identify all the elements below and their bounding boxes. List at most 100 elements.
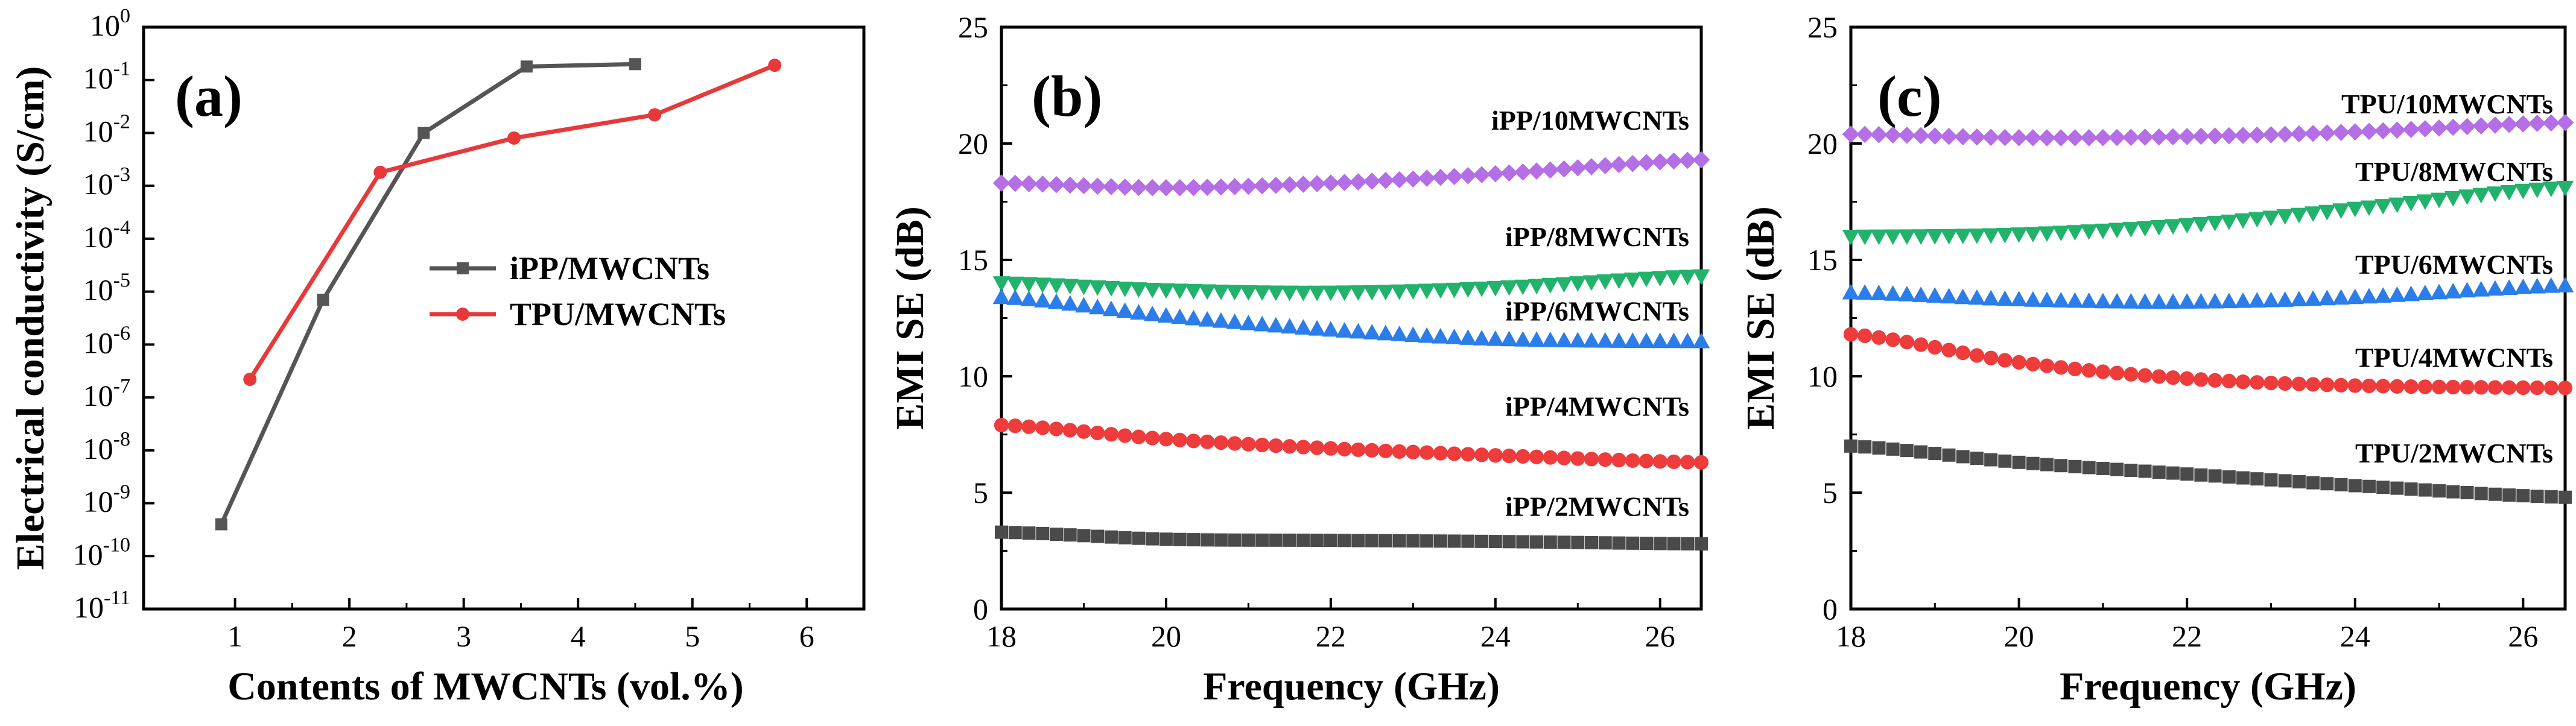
data-point xyxy=(1432,168,1450,186)
data-point xyxy=(1336,322,1353,338)
data-point xyxy=(1048,421,1064,437)
data-point xyxy=(1350,285,1367,301)
data-point xyxy=(2052,129,2070,147)
data-point xyxy=(2080,224,2098,240)
data-point xyxy=(1461,447,1476,462)
data-point xyxy=(1842,229,1860,245)
data-point xyxy=(1582,275,1600,291)
data-point xyxy=(1063,528,1077,542)
data-point xyxy=(1569,332,1587,348)
data-point xyxy=(1033,277,1052,294)
data-point xyxy=(1116,282,1134,297)
data-point xyxy=(2276,209,2294,225)
data-point xyxy=(1940,229,1958,245)
data-point xyxy=(2530,380,2545,396)
data-point xyxy=(2094,128,2112,147)
data-point xyxy=(2124,367,2139,382)
data-point xyxy=(2500,185,2518,201)
data-point xyxy=(1926,287,1944,303)
data-point xyxy=(2544,490,2558,503)
data-point xyxy=(2332,289,2350,305)
y-tick-label: 10-9 xyxy=(83,481,130,519)
data-point xyxy=(1488,535,1502,549)
data-point xyxy=(1145,431,1160,446)
series-label: iPP/4MWCNTs xyxy=(1505,391,1689,422)
data-point xyxy=(1033,175,1052,193)
data-point xyxy=(1678,332,1696,349)
y-axis-title: Electrical conductivity (S/cm) xyxy=(8,66,52,570)
data-point xyxy=(1982,228,2000,244)
y-tick-label: 5 xyxy=(973,476,988,510)
data-point xyxy=(2320,477,2334,491)
data-point xyxy=(1212,178,1230,196)
data-point xyxy=(1856,284,1874,300)
y-tick-label: 15 xyxy=(958,243,988,277)
data-point xyxy=(1502,535,1516,549)
data-point xyxy=(2220,127,2238,145)
data-point xyxy=(1281,176,1298,194)
data-point xyxy=(2136,128,2154,146)
data-point xyxy=(2262,291,2280,308)
data-point xyxy=(1486,330,1505,346)
data-point xyxy=(1886,442,1900,456)
data-point xyxy=(2430,192,2448,209)
data-point xyxy=(1432,283,1450,299)
series-tpu-8mwcnts: TPU/8MWCNTs xyxy=(1842,156,2574,245)
x-tick-label: 24 xyxy=(1480,619,1511,653)
data-point xyxy=(1514,279,1532,295)
data-point xyxy=(2404,482,2418,496)
y-tick-label: 20 xyxy=(1807,127,1838,160)
data-point xyxy=(1651,332,1669,349)
data-point xyxy=(2180,467,2194,481)
data-point xyxy=(2542,182,2560,197)
data-point xyxy=(1529,449,1544,464)
data-point xyxy=(1020,277,1038,293)
data-point xyxy=(2235,374,2251,390)
data-point xyxy=(1091,529,1105,543)
data-point xyxy=(1241,437,1256,452)
data-point xyxy=(1955,346,1970,361)
x-axis-title: Frequency (GHz) xyxy=(2060,664,2356,709)
data-point xyxy=(1623,332,1642,348)
data-point xyxy=(1255,437,1270,452)
series-label: TPU/4MWCNTs xyxy=(2355,342,2553,373)
y-tick-label: 10-8 xyxy=(83,428,130,466)
data-point xyxy=(2290,125,2308,143)
data-point xyxy=(2108,292,2126,309)
data-point xyxy=(2530,490,2544,503)
data-point xyxy=(1884,229,1902,245)
data-point xyxy=(1404,170,1422,188)
data-point xyxy=(1351,534,1365,548)
data-point xyxy=(1651,153,1669,171)
data-point xyxy=(1077,529,1091,543)
data-point xyxy=(2474,487,2488,500)
data-point xyxy=(2012,455,2026,469)
data-point xyxy=(1913,337,1929,352)
data-point xyxy=(1680,455,1695,470)
x-tick-label: 6 xyxy=(799,619,814,653)
data-point xyxy=(2164,128,2182,146)
data-point xyxy=(2192,216,2210,233)
data-point xyxy=(2248,292,2266,308)
data-point xyxy=(1337,534,1351,548)
data-point xyxy=(1898,229,1916,245)
data-point xyxy=(1226,313,1243,329)
data-point xyxy=(1295,319,1312,335)
data-point xyxy=(2514,115,2532,133)
panel-b-ipp-emi-chart: 18 20 22 24 26 0 5 10 15 20 25 Frequency (GHz) EMI S… xyxy=(888,10,1710,709)
data-point xyxy=(2220,214,2238,230)
data-point xyxy=(1143,283,1161,298)
data-point xyxy=(2081,363,2096,378)
data-point xyxy=(2458,282,2476,298)
data-point xyxy=(2388,197,2406,213)
data-point xyxy=(995,525,1008,539)
data-point xyxy=(2194,468,2208,482)
data-point xyxy=(1898,127,1916,144)
x-axis-title: Frequency (GHz) xyxy=(1203,664,1500,709)
data-point xyxy=(1445,168,1463,186)
data-point xyxy=(2446,379,2461,395)
data-point xyxy=(2500,116,2518,133)
data-point xyxy=(2236,471,2250,485)
data-point xyxy=(2417,379,2432,394)
data-point xyxy=(1132,531,1146,545)
